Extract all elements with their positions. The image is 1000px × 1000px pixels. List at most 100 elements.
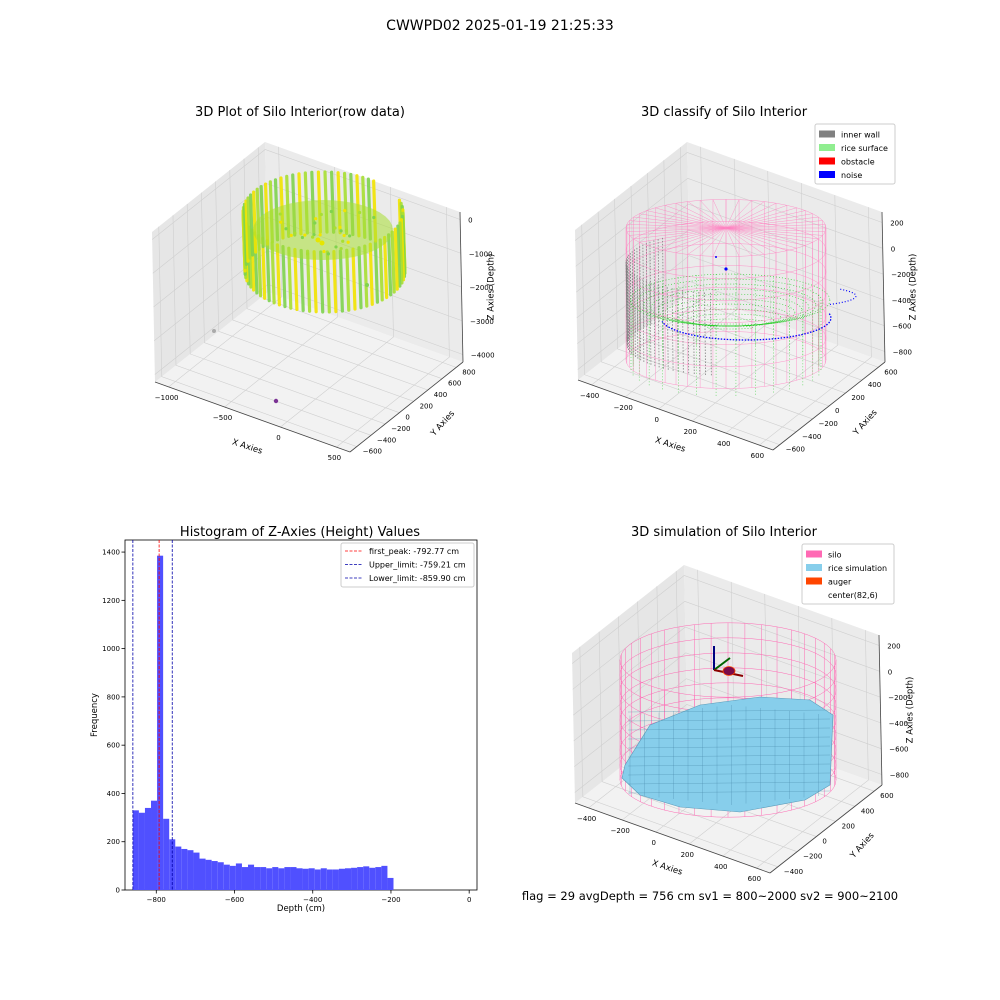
legend-label: auger <box>828 578 852 587</box>
inner-wall-points <box>627 256 629 340</box>
y-gridline <box>172 215 372 436</box>
scatter-column <box>368 242 374 306</box>
inner-wall-points <box>666 287 669 371</box>
inner-wall-points <box>687 290 690 374</box>
scatter-column <box>399 218 406 282</box>
scatter-point <box>278 220 283 224</box>
scatter-point <box>334 245 338 249</box>
scatter-point <box>318 233 322 237</box>
histogram-bar <box>175 846 182 890</box>
y-tick-label: 600 <box>107 742 120 750</box>
inner-wall-points <box>626 265 629 349</box>
silo-spoke <box>725 203 777 229</box>
y-axis-label: Y Axies <box>428 408 457 439</box>
z-gridline <box>572 600 880 690</box>
z-tick-label: −400 <box>892 297 911 305</box>
inner-wall-points <box>628 269 631 353</box>
legend-label: center(82,6) <box>828 591 878 600</box>
rice-mesh <box>627 781 831 785</box>
x-tick-label: −400 <box>577 815 596 823</box>
x-gridline <box>336 207 450 448</box>
scatter-point <box>305 252 310 256</box>
y-tick-label: 200 <box>420 402 433 410</box>
floor-pane <box>155 292 463 452</box>
y-tick-label: −200 <box>819 420 838 428</box>
noise-point <box>724 267 728 271</box>
rice-mesh <box>627 718 831 722</box>
x-gridline <box>725 195 839 434</box>
histogram-bar <box>157 555 164 890</box>
z-axis-label: Z Axies (Depth) <box>906 677 916 744</box>
inner-wall-points <box>649 282 652 366</box>
y-tick-label: −200 <box>391 425 410 433</box>
y-tick-label: −200 <box>803 853 822 861</box>
scatter-point <box>344 229 348 233</box>
scatter-column <box>261 236 267 300</box>
z-tick-label: 200 <box>887 643 900 651</box>
inner-wall-points <box>625 260 628 344</box>
silo-spoke <box>725 227 813 243</box>
histogram-bar <box>229 865 236 890</box>
scatter-point <box>339 229 343 233</box>
scatter-column <box>393 227 399 291</box>
inner-wall-points <box>653 240 656 324</box>
histogram-bar <box>302 868 309 890</box>
scatter-point <box>319 240 325 246</box>
y-gridline <box>579 646 778 868</box>
inner-wall-points <box>649 241 652 325</box>
inner-wall-points <box>633 274 636 358</box>
scatter-point <box>322 249 326 254</box>
inner-wall-points <box>662 286 664 370</box>
x-gridline <box>168 146 282 388</box>
y-tick-label: 600 <box>448 380 461 388</box>
histogram-bar <box>290 867 297 890</box>
x-axis-label: X Axies <box>651 858 684 877</box>
y-tick-label: 200 <box>107 838 120 846</box>
inner-wall-points <box>636 247 639 331</box>
z-gridline <box>577 255 885 344</box>
histogram-bar <box>181 848 188 890</box>
histogram-bar <box>272 867 279 890</box>
panel2-title: 3D classify of Silo Interior <box>641 105 808 120</box>
silo-spoke <box>633 227 727 240</box>
histogram-bar <box>278 868 285 890</box>
hist-xlabel: Depth (cm) <box>277 904 325 914</box>
scatter-point <box>212 329 216 333</box>
scatter-column <box>396 224 402 288</box>
rice-mesh <box>627 745 831 749</box>
inner-wall-points <box>636 276 639 360</box>
z-tick-label: −4000 <box>471 352 495 360</box>
silo-spoke <box>655 207 727 229</box>
rice-mesh <box>627 727 831 731</box>
histogram-bar <box>205 859 212 890</box>
y-gridline <box>581 224 780 446</box>
histogram-bar <box>308 868 315 890</box>
scatter-point <box>342 233 346 238</box>
inner-wall-points <box>645 280 648 364</box>
y-tick-label: 200 <box>842 822 855 830</box>
legend-swatch <box>806 577 822 585</box>
silo-spoke <box>725 201 765 229</box>
histogram-bar <box>199 858 206 890</box>
histogram-bar <box>151 800 158 890</box>
y-tick-label: 0 <box>116 887 120 895</box>
scatter-point <box>293 231 297 235</box>
scatter-column <box>244 199 250 263</box>
x-tick-label: −1000 <box>155 394 179 402</box>
y-tick-label: −400 <box>784 868 803 876</box>
rice-surface-points <box>657 293 803 327</box>
y-tick-label: −600 <box>363 448 382 456</box>
z-gridline <box>572 575 880 664</box>
rice-surface-points <box>692 318 768 327</box>
histogram-bar <box>163 818 170 890</box>
rice-surface-points <box>643 283 817 327</box>
silo-spoke <box>712 199 727 229</box>
y-gridline <box>186 203 386 425</box>
y-tick-label: −400 <box>377 436 396 444</box>
z-tick-label: −800 <box>893 349 912 357</box>
legend-label: rice surface <box>841 144 888 153</box>
x-gridline <box>591 146 704 386</box>
x-axis-line <box>577 379 774 451</box>
scatter-column <box>275 243 281 307</box>
